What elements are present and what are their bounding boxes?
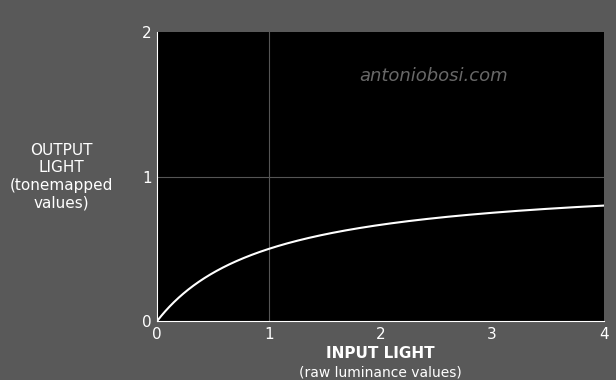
Text: OUTPUT
LIGHT
(tonemapped
values): OUTPUT LIGHT (tonemapped values) bbox=[10, 143, 113, 210]
Text: INPUT LIGHT: INPUT LIGHT bbox=[326, 346, 435, 361]
Text: (raw luminance values): (raw luminance values) bbox=[299, 366, 462, 379]
Text: antoniobosi.com: antoniobosi.com bbox=[360, 66, 508, 85]
